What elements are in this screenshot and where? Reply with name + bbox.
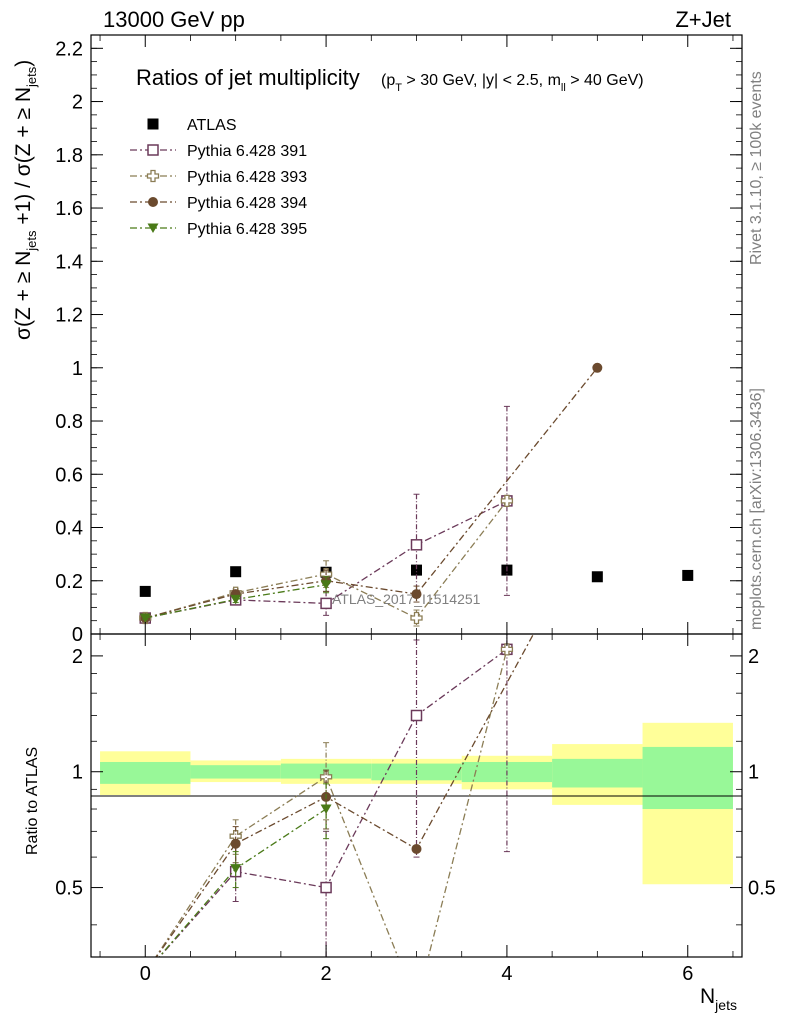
legend: ATLAS Pythia 6.428 391 Pythia 6.428 393 Pyt… <box>130 117 307 238</box>
y-tick-label: 2.2 <box>55 38 83 60</box>
axes: 0 0.2 0.4 0.6 0.8 1 1.2 1.4 1.6 1.8 2 2.2 0.5 0.5 1 1 2 2… <box>55 35 776 985</box>
data-point <box>591 571 603 583</box>
data-point <box>410 709 423 722</box>
stat-band <box>100 761 191 784</box>
data-point <box>411 998 422 1009</box>
series-line <box>145 367 598 619</box>
y-tick-label-right: 0.5 <box>748 878 776 900</box>
y-tick-label: 1.4 <box>55 251 83 273</box>
y-tick-label: 1.8 <box>55 145 83 167</box>
y-tick-label: 2 <box>72 646 83 668</box>
data-point <box>592 512 602 522</box>
stat-band <box>190 765 281 779</box>
y-axis-label-bottom: Ratio to ATLAS <box>24 747 41 855</box>
y-tick-label: 0.8 <box>55 411 83 433</box>
mcplots-label: mcplots.cern.ch [arXiv:1306.3436] <box>748 388 765 630</box>
legend-label: Pythia 6.428 391 <box>187 143 307 160</box>
legend-marker <box>147 144 159 156</box>
header-left: 13000 GeV pp <box>103 7 245 32</box>
plot-title: Ratios of jet multiplicity (pT > 30 GeV,… <box>136 65 644 94</box>
y-tick-label: 1 <box>72 358 83 380</box>
data-point <box>230 838 241 849</box>
data-point <box>410 611 423 625</box>
ratio-plot-data <box>155 512 602 1009</box>
y-tick-label: 0.4 <box>55 518 83 540</box>
title-main: Ratios of jet multiplicity <box>136 65 360 90</box>
data-point <box>320 804 332 815</box>
legend-marker <box>148 197 158 207</box>
x-tick-label: 4 <box>501 963 512 985</box>
top-plot-data <box>139 362 694 627</box>
legend-marker <box>147 118 159 130</box>
y-tick-label: 1.6 <box>55 198 83 220</box>
legend-marker <box>146 169 160 183</box>
data-point <box>230 566 242 578</box>
legend-item: Pythia 6.428 393 <box>130 169 307 186</box>
data-point <box>411 843 422 854</box>
data-point <box>411 589 422 600</box>
data-point <box>320 881 332 894</box>
y-tick-label-right: 2 <box>748 646 759 668</box>
y-tick-label: 1.2 <box>55 305 83 327</box>
data-point <box>320 597 332 610</box>
data-point <box>319 770 333 783</box>
y-tick-label: 1 <box>72 762 83 784</box>
legend-label: Pythia 6.428 394 <box>187 195 307 212</box>
stat-band <box>642 746 733 810</box>
y-tick-label: 0.6 <box>55 464 83 486</box>
y-axis-label-top: σ(Z + ≥ Njets +1) / σ(Z + ≥ Njets) <box>12 60 39 340</box>
bottom-frame <box>90 633 743 958</box>
x-tick-label: 6 <box>682 963 693 985</box>
legend-label: Pythia 6.428 393 <box>187 169 307 186</box>
y-tick-label-right: 1 <box>748 762 759 784</box>
stat-band <box>552 758 643 788</box>
legend-label: ATLAS <box>187 117 237 134</box>
series-ratio-pythia-6-428-395 <box>158 783 332 957</box>
analysis-watermark: ATLAS_2017_I1514251 <box>332 591 481 607</box>
svg-text:Ratios of jet multiplicity: Ratios of jet multiplicity <box>136 65 360 90</box>
x-axis-label: Njets <box>700 985 737 1013</box>
data-point <box>592 362 603 373</box>
legend-item: Pythia 6.428 391 <box>130 143 307 160</box>
y-tick-label: 0.2 <box>55 571 83 593</box>
data-point <box>500 494 514 508</box>
data-point <box>139 585 151 597</box>
series-ratio-pythia-6-428-394 <box>155 512 602 957</box>
legend-item: Pythia 6.428 395 <box>130 221 307 238</box>
title-sub: (pT > 30 GeV, |y| < 2.5, mll > 40 GeV) <box>381 72 644 94</box>
series-line <box>155 634 535 957</box>
legend-marker <box>147 223 159 233</box>
header-right: Z+Jet <box>675 7 731 32</box>
data-point <box>682 569 694 581</box>
data-point <box>411 564 422 576</box>
series-pythia-6-428-394 <box>140 362 603 624</box>
data-point <box>320 580 332 590</box>
data-point <box>500 643 514 656</box>
legend-label: Pythia 6.428 395 <box>187 221 307 238</box>
x-tick-label: 2 <box>321 963 332 985</box>
legend-item: Pythia 6.428 394 <box>130 195 307 212</box>
y-tick-label: 0 <box>72 624 83 646</box>
data-point <box>139 613 151 624</box>
data-point <box>230 864 242 874</box>
series-pythia-6-428-395 <box>139 576 332 624</box>
rivet-label: Rivet 3.1.10, ≥ 100k events <box>748 71 765 265</box>
y-tick-label: 2 <box>72 92 83 114</box>
data-point <box>230 594 242 605</box>
legend-item: ATLAS <box>147 117 237 134</box>
x-tick-label: 0 <box>140 963 151 985</box>
data-point <box>410 539 423 551</box>
y-tick-label: 0.5 <box>55 878 83 900</box>
